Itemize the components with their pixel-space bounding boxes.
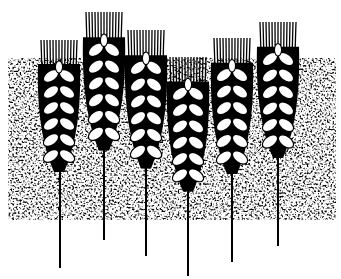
page: (() => { const ns = 'http://www.w3.org/2… [0,0,341,279]
wheat-illustration [0,0,341,279]
